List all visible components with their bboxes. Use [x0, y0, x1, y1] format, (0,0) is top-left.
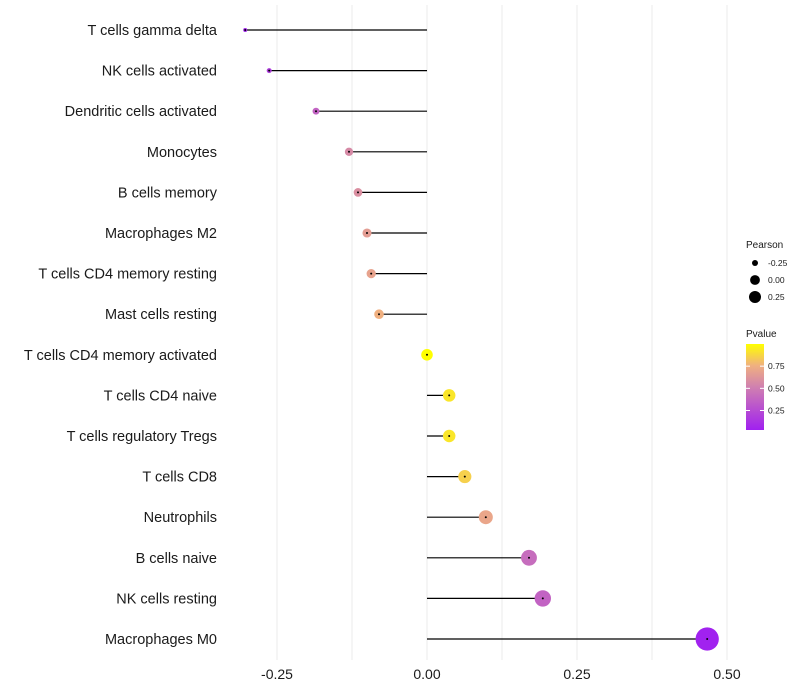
point-center — [706, 638, 709, 640]
category-label: NK cells resting — [116, 591, 217, 607]
color-legend-label: 0.50 — [768, 383, 785, 393]
point-center — [463, 475, 466, 478]
size-legend-key — [752, 260, 758, 266]
point-center — [378, 313, 380, 316]
category-label: T cells regulatory Tregs — [67, 429, 217, 445]
category-label: B cells memory — [118, 185, 218, 201]
points — [243, 28, 719, 651]
size-legend-label: 0.25 — [768, 292, 785, 302]
point-center — [366, 232, 368, 234]
size-legend: Pearson -0.25 0.00 0.25 — [746, 240, 788, 303]
category-label: B cells naive — [136, 551, 217, 567]
point-center — [268, 69, 271, 72]
point-center — [541, 597, 544, 600]
point-center — [528, 556, 530, 559]
point-center — [448, 435, 451, 437]
point-center — [315, 110, 317, 113]
color-legend-title: Pvalue — [746, 329, 777, 340]
category-label: T cells CD4 memory activated — [24, 348, 217, 364]
size-legend-key — [750, 275, 760, 285]
category-label: T cells CD4 memory resting — [38, 267, 217, 283]
category-label: T cells gamma delta — [88, 23, 218, 39]
size-legend-label: -0.25 — [768, 258, 788, 268]
point-center — [448, 394, 451, 397]
category-labels: T cells gamma delta NK cells activated Den… — [24, 23, 218, 648]
point-center — [348, 150, 350, 153]
size-legend-title: Pearson — [746, 240, 783, 251]
x-tick-label: 0.00 — [413, 666, 440, 682]
color-legend-bar — [746, 344, 764, 430]
x-tick-label: 0.25 — [563, 666, 590, 682]
category-label: Mast cells resting — [105, 307, 217, 323]
point-center — [426, 353, 428, 356]
point-center — [484, 516, 487, 519]
category-label: NK cells activated — [102, 64, 217, 80]
color-legend-label: 0.75 — [768, 361, 785, 371]
point-center — [370, 272, 373, 275]
x-tick-label: -0.25 — [261, 666, 293, 682]
point-center — [357, 191, 359, 194]
size-legend-label: 0.00 — [768, 275, 785, 285]
grid-lines — [276, 5, 728, 660]
category-label: Macrophages M0 — [105, 632, 217, 648]
size-legend-key — [749, 291, 761, 303]
x-tick-labels: -0.25 0.00 0.25 0.50 — [261, 666, 741, 682]
category-label: Macrophages M2 — [105, 226, 217, 242]
stems — [245, 29, 708, 640]
x-tick-label: 0.50 — [713, 666, 740, 682]
color-legend: Pvalue 0.75 0.50 0.25 — [746, 329, 785, 430]
category-label: Neutrophils — [144, 510, 217, 526]
category-label: Dendritic cells activated — [65, 104, 217, 120]
color-legend-label: 0.25 — [768, 405, 785, 415]
category-label: T cells CD4 naive — [104, 388, 217, 404]
category-label: Monocytes — [147, 145, 217, 161]
category-label: T cells CD8 — [142, 470, 217, 486]
point-center — [244, 29, 247, 31]
